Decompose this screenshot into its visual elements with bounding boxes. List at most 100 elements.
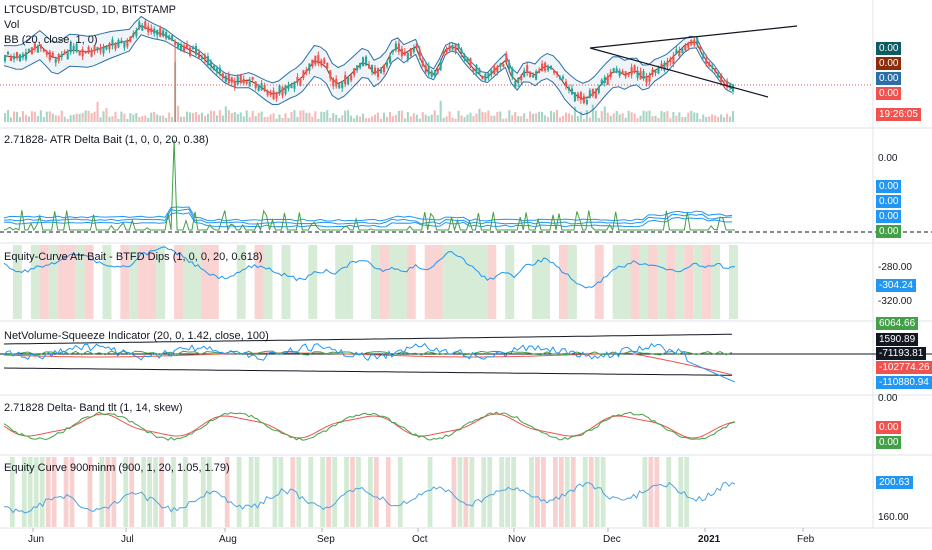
equity-curve-900-title[interactable]: Equity Curve 900minm (900, 1, 20, 1.05, … <box>4 462 230 474</box>
candle-body <box>481 76 484 80</box>
equity-bg-stripe <box>191 245 201 319</box>
candle-body <box>108 43 111 50</box>
volume-bar <box>702 114 705 122</box>
candle-body <box>227 74 230 84</box>
volume-bar <box>368 118 371 122</box>
candle-body <box>636 70 639 78</box>
volume-bar <box>618 114 621 122</box>
bollinger-bands-title[interactable]: BB (20, close, 1, 0) <box>4 34 98 46</box>
candle-body <box>251 77 254 80</box>
equity-curve-atr-title[interactable]: Equity-Curve Atr Bait - BTFD Dips (1, 0,… <box>4 251 263 263</box>
candle-body <box>400 48 403 57</box>
candle-body <box>245 81 248 84</box>
candle-body <box>714 68 717 72</box>
candle-body <box>102 47 105 54</box>
candle-body <box>114 43 117 49</box>
volume-bar <box>672 111 675 122</box>
atr-band-line <box>3 206 733 222</box>
eq900-bg-stripe <box>356 457 361 527</box>
eq900-bg-stripe <box>541 457 546 527</box>
volume-bar <box>502 118 505 122</box>
equity-bg-stripe <box>451 245 461 319</box>
candle-body <box>409 48 412 57</box>
volume-bar <box>627 110 630 122</box>
volume-bar <box>126 118 129 122</box>
candle-body <box>290 84 293 89</box>
volume-bar <box>326 110 329 122</box>
candle-body <box>600 79 603 86</box>
candle-body <box>651 69 654 76</box>
volume-bar <box>442 117 445 122</box>
candle-body <box>326 63 329 69</box>
eq900-bg-stripe <box>200 457 206 527</box>
candle-body <box>135 30 138 36</box>
candle-body <box>272 90 275 99</box>
delta-band-title[interactable]: 2.71828 Delta- Band tlt (1, 14, skew) <box>4 402 183 414</box>
volume-bar <box>708 116 711 122</box>
volume-bar <box>66 118 69 122</box>
candle-body <box>269 91 272 95</box>
volume-bar <box>723 117 726 122</box>
volume-bar <box>215 115 218 122</box>
candle-body <box>168 35 171 40</box>
volume-bar <box>567 113 571 122</box>
volume-bar <box>418 118 421 122</box>
volume-bar <box>663 112 666 122</box>
eq900-bg-stripe <box>588 457 594 527</box>
volume-bar <box>147 117 150 122</box>
candle-body <box>302 70 305 78</box>
candle-body <box>609 71 612 78</box>
candle-body <box>18 54 22 62</box>
volume-indicator-title[interactable]: Vol <box>4 19 20 31</box>
volume-bar <box>63 116 66 122</box>
candle-body <box>63 51 66 54</box>
volume-bar <box>409 116 412 122</box>
volume-bar <box>186 111 189 122</box>
candle-body <box>224 75 227 82</box>
candle-body <box>478 68 481 74</box>
candle-body <box>284 85 287 94</box>
eq900-bg-stripe <box>248 457 254 527</box>
eq900-bg-stripe <box>481 457 487 527</box>
candle-body <box>523 70 526 78</box>
eq900-bg-stripe <box>654 457 660 527</box>
volume-bar <box>194 112 198 122</box>
volume-bar <box>490 115 493 122</box>
volume-bar <box>400 110 403 122</box>
volume-bar <box>678 112 681 122</box>
candle-body <box>430 71 433 77</box>
volume-bar <box>102 111 105 122</box>
volume-bar <box>654 115 657 122</box>
volume-bar <box>505 118 508 122</box>
equity-bg-stripe <box>335 245 345 319</box>
symbol-title[interactable]: LTCUSD/BTCUSD, 1D, BITSTAMP <box>4 4 176 16</box>
candle-body <box>338 83 341 89</box>
atr-delta-bait-title[interactable]: 2.71828- ATR Delta Bait (1, 0, 0, 20, 0.… <box>4 134 209 146</box>
equity-bg-stripe <box>693 245 703 319</box>
volume-bar <box>180 116 183 122</box>
volume-bar <box>54 115 57 122</box>
candle-body <box>385 61 388 67</box>
volume-bar <box>639 115 642 122</box>
volume-bar <box>717 116 720 122</box>
candle-body <box>36 45 39 53</box>
candle-body <box>541 63 544 72</box>
volume-bar <box>460 115 463 122</box>
volume-bar <box>430 114 433 122</box>
candle-body <box>624 71 627 77</box>
volume-bar <box>385 117 388 122</box>
eq900-bg-stripe <box>27 457 33 527</box>
equity-bg-stripe <box>639 245 649 319</box>
candle-body <box>171 35 174 42</box>
netvol-tag-5: -110880.94 <box>876 376 932 389</box>
volume-bar <box>245 110 248 122</box>
netvolume-squeeze-title[interactable]: NetVolume-Squeeze Indicator (20, 0, 1.42… <box>4 330 269 342</box>
candle-body <box>266 91 269 96</box>
candle-body <box>618 70 621 76</box>
candle-body <box>699 46 702 50</box>
volume-bar <box>445 116 448 122</box>
candle-body <box>4 55 7 62</box>
volume-bar <box>132 114 135 122</box>
volume-bar <box>600 111 603 122</box>
